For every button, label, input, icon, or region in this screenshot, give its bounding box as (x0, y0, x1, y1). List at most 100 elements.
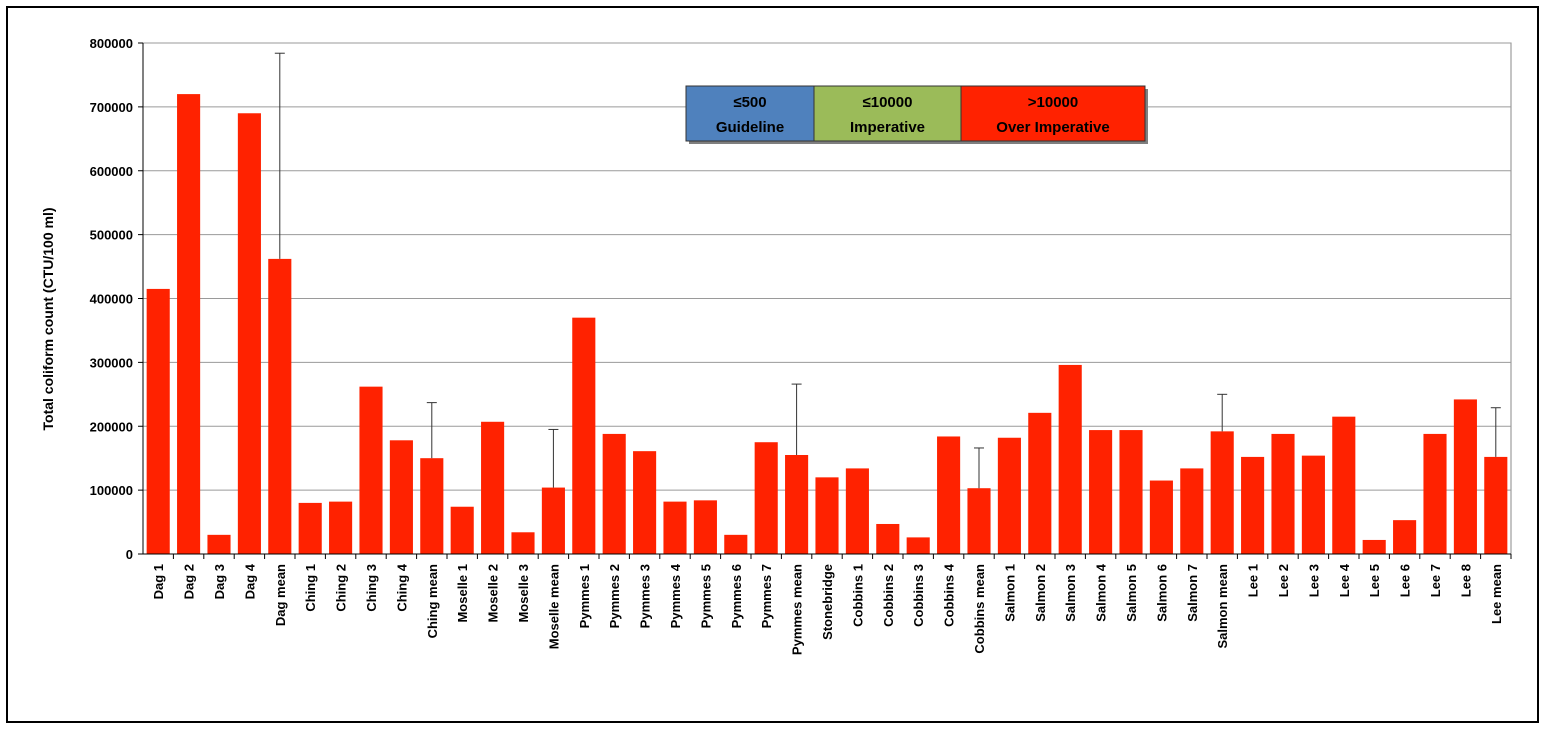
y-axis-title: Total coliform count (CTU/100 ml) (40, 208, 56, 431)
bar (602, 433, 626, 554)
bar (1423, 433, 1447, 554)
x-tick-label: Lee 1 (1246, 564, 1261, 597)
x-tick-label: Lee 7 (1428, 564, 1443, 597)
x-tick-label: Salmon 1 (1002, 564, 1017, 622)
bar (937, 436, 961, 554)
legend-label-line2: Guideline (716, 119, 784, 136)
bar (997, 437, 1021, 554)
x-tick-label: Moselle mean (546, 564, 561, 649)
x-tick-label: Ching mean (425, 564, 440, 638)
x-tick-label: Cobbins mean (972, 564, 987, 654)
x-tick-label: Lee 2 (1276, 564, 1291, 597)
x-tick-label: Dag 2 (182, 564, 197, 599)
bar (845, 468, 869, 554)
x-tick-label: Ching 3 (364, 564, 379, 612)
legend-label-line1: ≤10000 (863, 94, 913, 111)
y-tick-label: 800000 (90, 36, 133, 51)
bar (1180, 468, 1204, 554)
bar (1149, 480, 1173, 554)
bar (693, 500, 717, 554)
x-tick-label: Lee 6 (1398, 564, 1413, 597)
bar (1271, 433, 1295, 554)
bar (389, 440, 413, 554)
x-tick-label: Salmon mean (1215, 564, 1230, 649)
bar (1210, 431, 1234, 554)
x-tick-label: Dag 1 (151, 564, 166, 599)
bar (754, 442, 778, 554)
bar (329, 501, 353, 554)
x-tick-label: Pymmes 2 (607, 564, 622, 628)
y-tick-label: 400000 (90, 292, 133, 307)
legend-label-line1: ≤500 (733, 94, 766, 111)
x-tick-label: Ching 4 (394, 563, 409, 611)
x-tick-label: Ching 1 (303, 564, 318, 612)
bar (785, 454, 809, 554)
x-tick-label: Salmon 7 (1185, 564, 1200, 622)
x-tick-label: Moselle 2 (486, 564, 501, 623)
x-tick-label: Lee 4 (1337, 563, 1352, 597)
bar (146, 288, 170, 554)
bar (359, 386, 383, 554)
bar (724, 534, 748, 554)
bar (298, 502, 322, 554)
bar (541, 487, 565, 554)
bar (511, 532, 535, 554)
x-tick-label: Lee 3 (1306, 564, 1321, 597)
bar (1089, 430, 1113, 554)
bar (572, 317, 596, 554)
bar (815, 477, 839, 554)
x-tick-label: Pymmes 6 (729, 564, 744, 628)
x-tick-label: Moselle 3 (516, 564, 531, 623)
x-tick-label: Cobbins 3 (911, 564, 926, 627)
bar (450, 506, 474, 554)
legend-label-line1: >10000 (1028, 94, 1078, 111)
legend-label-line2: Imperative (850, 119, 925, 136)
error-bars (274, 52, 1501, 489)
x-tick-label: Lee 5 (1367, 564, 1382, 597)
bar (633, 451, 657, 554)
x-tick-label: Cobbins 2 (881, 564, 896, 627)
bar (1241, 456, 1265, 554)
x-tick-label: Dag 3 (212, 564, 227, 599)
bar (237, 113, 261, 554)
x-tick-label: Pymmes 7 (759, 564, 774, 628)
x-tick-label: Salmon 2 (1033, 564, 1048, 622)
x-tick-label: Moselle 1 (455, 564, 470, 623)
bar (1028, 412, 1052, 554)
legend: ≤500 Guideline ≤10000 Imperative >10000 Over … (685, 85, 1148, 144)
bar (906, 537, 930, 554)
x-tick-label: Salmon 3 (1063, 564, 1078, 622)
bar (1484, 456, 1508, 554)
legend-swatch (813, 85, 962, 142)
x-tick-label: Pymmes 4 (668, 563, 683, 628)
x-tick-label: Ching 2 (334, 564, 349, 612)
x-tick-label: Cobbins 4 (942, 563, 957, 627)
legend-swatch (685, 85, 815, 142)
y-tick-label: 300000 (90, 355, 133, 370)
x-tick-label: Salmon 4 (1094, 563, 1109, 622)
y-tick-label: 0 (126, 547, 133, 562)
legend-swatch (960, 85, 1146, 142)
bar (420, 458, 444, 554)
bar (967, 488, 991, 554)
y-tick-label: 600000 (90, 164, 133, 179)
x-tick-label: Pymmes mean (790, 564, 805, 655)
bar (1058, 364, 1082, 554)
bar (1332, 416, 1356, 554)
x-tick-label: Lee mean (1489, 564, 1504, 624)
x-tick-label: Stonebridge (820, 564, 835, 640)
bar (1362, 539, 1386, 554)
bar (876, 523, 900, 554)
bar (268, 258, 292, 554)
x-tick-label: Dag 4 (242, 563, 257, 599)
bars (146, 94, 1508, 554)
bar (1453, 399, 1477, 554)
x-tick-label: Dag mean (273, 564, 288, 626)
bar (1119, 430, 1143, 554)
bar (481, 421, 505, 554)
x-tick-label: Pymmes 1 (577, 564, 592, 628)
bar (177, 94, 201, 554)
axes: 0 100000 200000 300000 400000 500000 600000 700… (90, 36, 1512, 655)
bar (663, 501, 687, 554)
bar (1301, 455, 1325, 554)
